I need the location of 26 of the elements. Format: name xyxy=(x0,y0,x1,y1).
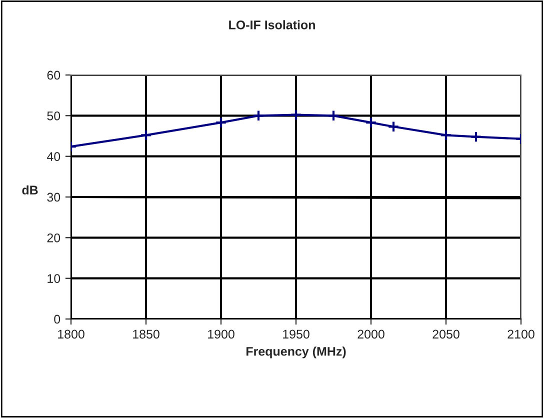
chart-title: LO-IF Isolation xyxy=(229,20,315,30)
point xyxy=(440,129,452,142)
y-tick-label: 40 xyxy=(46,152,60,161)
point xyxy=(140,129,152,142)
x-axis-title: Frequency (MHz) xyxy=(246,346,346,358)
y-axis-title: dB xyxy=(22,185,38,195)
x-tick-label: 2000 xyxy=(358,330,384,339)
point xyxy=(252,110,264,122)
point xyxy=(290,108,302,121)
point xyxy=(328,110,340,122)
y-tick-label: 10 xyxy=(48,274,60,283)
x-tick-label: 2100 xyxy=(508,330,534,339)
point xyxy=(388,120,400,133)
point xyxy=(215,116,227,128)
x-tick-label: 1850 xyxy=(133,330,160,339)
y-tick-label: 50 xyxy=(47,111,60,120)
y-tick-label: 20 xyxy=(47,233,60,242)
y-tick-label: 30 xyxy=(47,192,60,202)
x-tick-label: 1950 xyxy=(283,330,310,339)
y-tick-label: 0 xyxy=(54,314,60,324)
x-tick-label: 1900 xyxy=(208,330,234,339)
x-tick-label: 2050 xyxy=(432,330,460,339)
x-tick-label: 1800 xyxy=(58,330,84,339)
point xyxy=(365,116,377,128)
y-tick-label: 60 xyxy=(47,70,60,80)
point xyxy=(470,130,482,143)
